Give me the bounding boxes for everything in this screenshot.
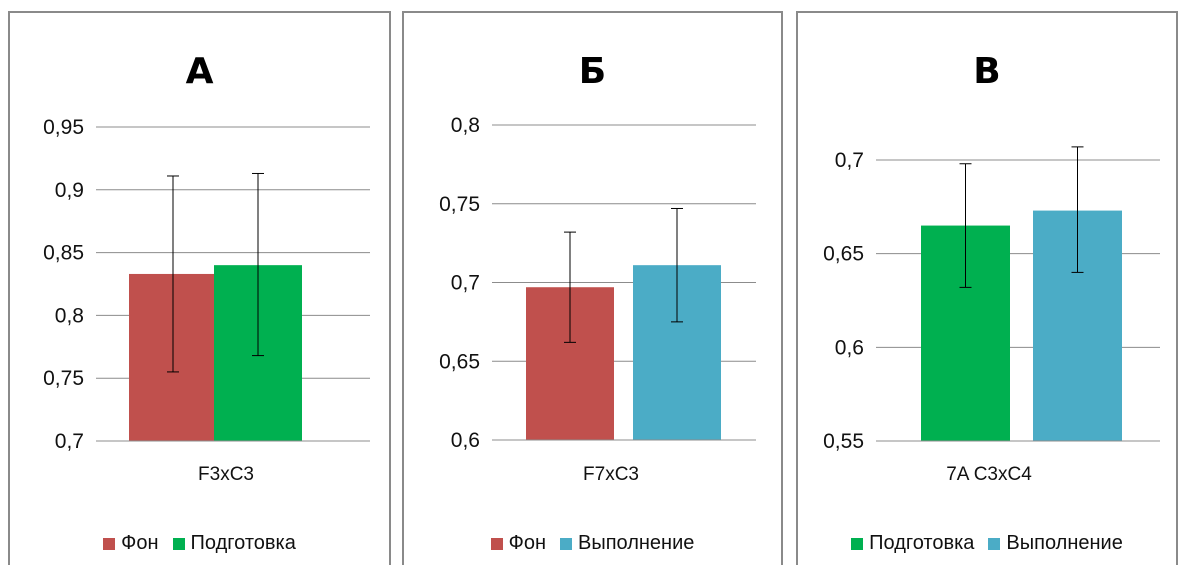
y-tick-label: 0,7: [451, 272, 480, 295]
chart-title: Б: [578, 51, 607, 92]
legend-swatch: [172, 537, 185, 550]
legend-item: Выполнение: [559, 532, 695, 555]
legend-label: Выполнение: [577, 532, 695, 554]
y-tick-label: 0,6: [451, 429, 480, 452]
legend-swatch: [851, 537, 864, 550]
y-tick-label: 0,55: [823, 430, 864, 453]
y-tick-label: 0,85: [43, 242, 84, 265]
chart-plot: 0,55 0,6 0,65 0,7 7A C3xC4: [823, 146, 1160, 485]
chart-plot: 0,7 0,75 0,8 0,85 0,9 0,95 F3xC3: [43, 116, 370, 485]
chart-title: В: [973, 51, 1001, 92]
y-tick-label: 0,75: [43, 367, 84, 390]
legend-label: Подготовка: [190, 532, 296, 554]
legend-label: Фон: [121, 532, 159, 554]
y-tick-label: 0,8: [451, 114, 480, 137]
legend-swatch: [988, 537, 1001, 550]
x-category-label: F3xC3: [198, 464, 254, 485]
chart-title: А: [185, 51, 214, 92]
legend-item: Выполнение: [988, 532, 1123, 555]
chart-panel-a: А 0,7 0,75 0,8 0,85 0,9 0,95 F3xC3 Фон Подгото…: [8, 11, 391, 565]
legend-swatch: [103, 537, 116, 550]
legend-label: Подготовка: [869, 532, 975, 554]
y-tick-label: 0,6: [835, 336, 864, 359]
x-category-label: 7A C3xC4: [946, 464, 1032, 485]
y-tick-label: 0,7: [55, 430, 84, 453]
legend-item: Фон: [490, 532, 546, 555]
chart-legend: Подготовка Выполнение: [798, 532, 1176, 555]
legend-swatch: [559, 537, 572, 550]
chart-plot: 0,6 0,65 0,7 0,75 0,8 F7xC3: [439, 114, 756, 485]
y-tick-label: 0,65: [823, 243, 864, 266]
legend-item: Фон: [103, 532, 159, 555]
y-tick-label: 0,8: [55, 304, 84, 327]
x-category-label: F7xC3: [583, 464, 639, 485]
chart-panel-b: Б 0,6 0,65 0,7 0,75 0,8 F7xC3 Фон Выполнение: [402, 11, 783, 565]
chart-legend: Фон Выполнение: [404, 532, 781, 555]
y-tick-label: 0,95: [43, 116, 84, 139]
y-tick-label: 0,75: [439, 193, 480, 216]
y-tick-label: 0,65: [439, 350, 480, 373]
y-tick-label: 0,9: [55, 179, 84, 202]
legend-label: Выполнение: [1006, 532, 1123, 554]
chart-legend: Фон Подготовка: [10, 532, 389, 555]
legend-swatch: [490, 537, 503, 550]
legend-label: Фон: [508, 532, 546, 554]
legend-item: Подготовка: [172, 532, 296, 555]
chart-panel-c: В 0,55 0,6 0,65 0,7 7A C3xC4 Подготовка Выпо…: [796, 11, 1178, 565]
y-tick-label: 0,7: [835, 149, 864, 172]
legend-item: Подготовка: [851, 532, 974, 555]
